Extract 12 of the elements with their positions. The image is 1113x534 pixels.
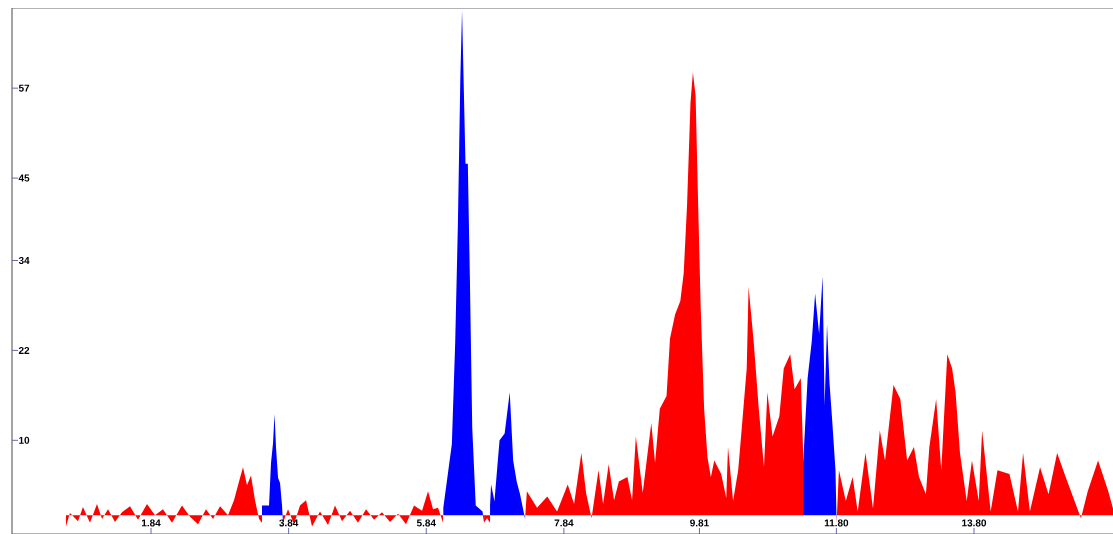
x-tick-label: 5.84 [416,519,436,527]
y-tick-label: 57 [18,84,30,92]
y-tick-label: 10 [19,436,30,444]
y-tick-label: 34 [18,256,30,265]
x-tick-label: 9.81 [690,519,709,527]
x-tick-label: 1.84 [141,519,161,527]
x-tick-label: 3.84 [279,519,299,527]
x-tick-label: 7.84 [554,519,574,527]
y-tick-label: 22 [18,346,30,354]
x-tick-label: 11.80 [824,519,849,527]
y-tick-label: 45 [18,174,30,182]
x-tick-label: 13.80 [962,519,987,527]
